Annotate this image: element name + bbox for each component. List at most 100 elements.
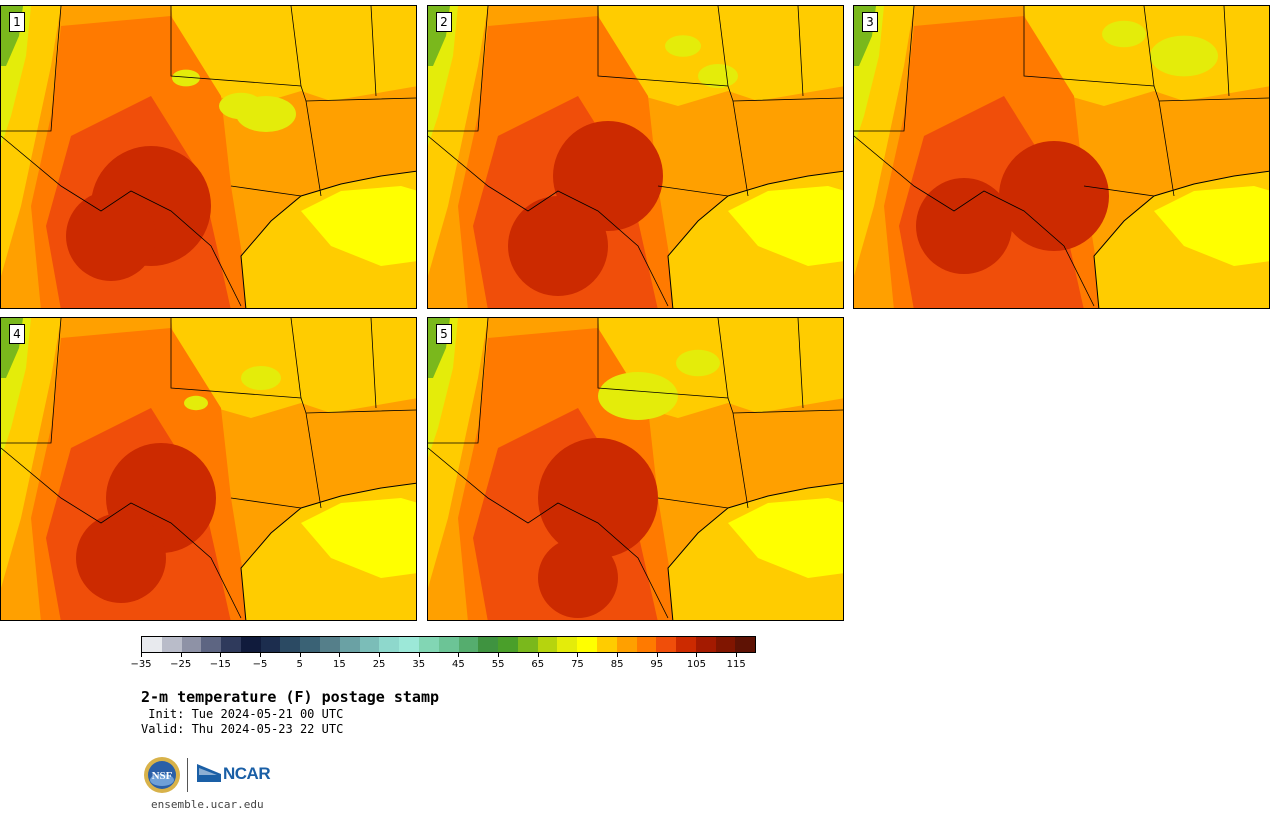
colorbar-swatch xyxy=(240,637,261,652)
colorbar-tick xyxy=(656,653,658,657)
member-number-label: 5 xyxy=(436,324,452,344)
colorbar-swatch xyxy=(517,637,538,652)
colorbar-tick-label: −15 xyxy=(209,659,231,670)
colorbar-tick xyxy=(617,653,619,657)
colorbar-swatch xyxy=(339,637,360,652)
extreme-heat-area xyxy=(916,178,1012,274)
colorbar-tick-label: 35 xyxy=(412,659,426,670)
cooler-area xyxy=(676,349,720,377)
colorbar-swatch xyxy=(161,637,182,652)
coastline xyxy=(240,170,416,308)
colorbar-tick xyxy=(141,653,142,657)
ncar-logo-icon xyxy=(197,764,221,782)
colorbar-swatch xyxy=(221,637,241,652)
init-time-text: Init: Tue 2024-05-21 00 UTC xyxy=(141,707,344,721)
colorbar-tick xyxy=(379,653,381,657)
state-borders xyxy=(428,318,843,619)
cooler-area xyxy=(665,35,701,57)
colorbar-tick-label: −5 xyxy=(252,659,268,670)
colorbar-swatch xyxy=(438,637,459,652)
cooler-area xyxy=(241,366,281,390)
colorbar-tick xyxy=(220,653,222,657)
ensemble-member-panel-1: 1 xyxy=(0,5,417,309)
colorbar-swatch xyxy=(418,637,439,652)
cooler-area xyxy=(698,64,738,88)
colorbar-swatch xyxy=(616,637,637,652)
ncar-logo-text: NCAR xyxy=(223,764,271,783)
valid-time-text: Valid: Thu 2024-05-23 22 UTC xyxy=(141,722,344,736)
temperature-map-3 xyxy=(854,6,1269,308)
colorbar-swatch xyxy=(715,637,736,652)
gulf-cool-water xyxy=(301,186,416,266)
nsf-logo-icon: NSF xyxy=(144,757,180,793)
colorbar-tick xyxy=(299,653,301,657)
extreme-heat-area xyxy=(76,513,166,603)
colorbar-swatch xyxy=(557,637,578,652)
colorbar-swatch xyxy=(676,637,696,652)
colorbar-swatch xyxy=(636,637,657,652)
colorbar-swatch xyxy=(577,637,597,652)
member-number-label: 3 xyxy=(862,12,878,32)
cooler-area xyxy=(1150,35,1218,77)
member-number-label: 4 xyxy=(9,324,25,344)
extreme-heat-area xyxy=(66,191,156,281)
nsf-logo-text: NSF xyxy=(152,770,173,782)
cooler-area xyxy=(1102,20,1146,48)
extreme-heat-area xyxy=(508,196,608,296)
colorbar-tick-label: −25 xyxy=(170,659,192,670)
gulf-cool-water xyxy=(1154,186,1269,266)
gulf-cool-water xyxy=(728,186,843,266)
colorbar-swatch xyxy=(596,637,617,652)
colorbar-tick xyxy=(339,653,341,657)
coastline xyxy=(667,170,843,308)
member-number-label: 1 xyxy=(9,12,25,32)
cooler-area xyxy=(598,372,678,420)
nsf-ncar-logos: NSF NCAR xyxy=(143,756,283,794)
cooler-area xyxy=(184,395,208,411)
colorbar-tick xyxy=(418,653,420,657)
coastline xyxy=(240,482,416,620)
ensemble-member-panel-2: 2 xyxy=(427,5,844,309)
colorbar-swatch xyxy=(142,637,162,652)
colorbar-tick xyxy=(696,653,698,657)
colorbar-tick-label: 85 xyxy=(610,659,624,670)
colorbar-swatch xyxy=(379,637,400,652)
colorbar-swatch xyxy=(537,637,558,652)
ensemble-member-panel-3: 3 xyxy=(853,5,1270,309)
ensemble-member-panel-5: 5 xyxy=(427,317,844,621)
ensemble-url: ensemble.ucar.edu xyxy=(151,798,264,811)
colorbar-tick-label: 75 xyxy=(571,659,584,670)
gulf-cool-water xyxy=(728,498,843,578)
cooler-area xyxy=(219,92,263,120)
coastline xyxy=(1093,170,1269,308)
colorbar-swatch xyxy=(260,637,281,652)
temperature-map-4 xyxy=(1,318,416,620)
colorbar-tick-label: 115 xyxy=(726,659,746,670)
colorbar-tick xyxy=(577,653,579,657)
colorbar-swatch xyxy=(498,637,518,652)
colorbar-swatch xyxy=(181,637,202,652)
colorbar-tick-label: 105 xyxy=(686,659,707,670)
colorbar-swatch xyxy=(320,637,340,652)
colorbar-swatch xyxy=(300,637,321,652)
colorbar-tick xyxy=(498,653,500,657)
coastline xyxy=(667,482,843,620)
colorbar-tick-label: 55 xyxy=(491,659,505,670)
colorbar-tick-label: 5 xyxy=(296,659,303,670)
temperature-map-5 xyxy=(428,318,843,620)
colorbar-tick-labels: −35 −25 −15 −5 5 15 25 35 45 55 65 75 85 95 105 115 xyxy=(130,653,756,673)
colorbar-swatch xyxy=(359,637,380,652)
ensemble-member-panel-4: 4 xyxy=(0,317,417,621)
colorbar-swatch xyxy=(656,637,677,652)
extreme-heat-area xyxy=(538,438,658,558)
colorbar-tick xyxy=(180,653,182,657)
extreme-heat-area xyxy=(999,141,1109,251)
extreme-heat-area xyxy=(538,538,618,618)
colorbar-tick xyxy=(260,653,262,657)
colorbar-tick-label: −35 xyxy=(130,659,152,670)
temperature-colorbar xyxy=(141,636,756,653)
state-borders xyxy=(1,6,416,307)
colorbar-swatch xyxy=(735,637,756,652)
member-number-label: 2 xyxy=(436,12,452,32)
state-borders xyxy=(428,6,843,307)
